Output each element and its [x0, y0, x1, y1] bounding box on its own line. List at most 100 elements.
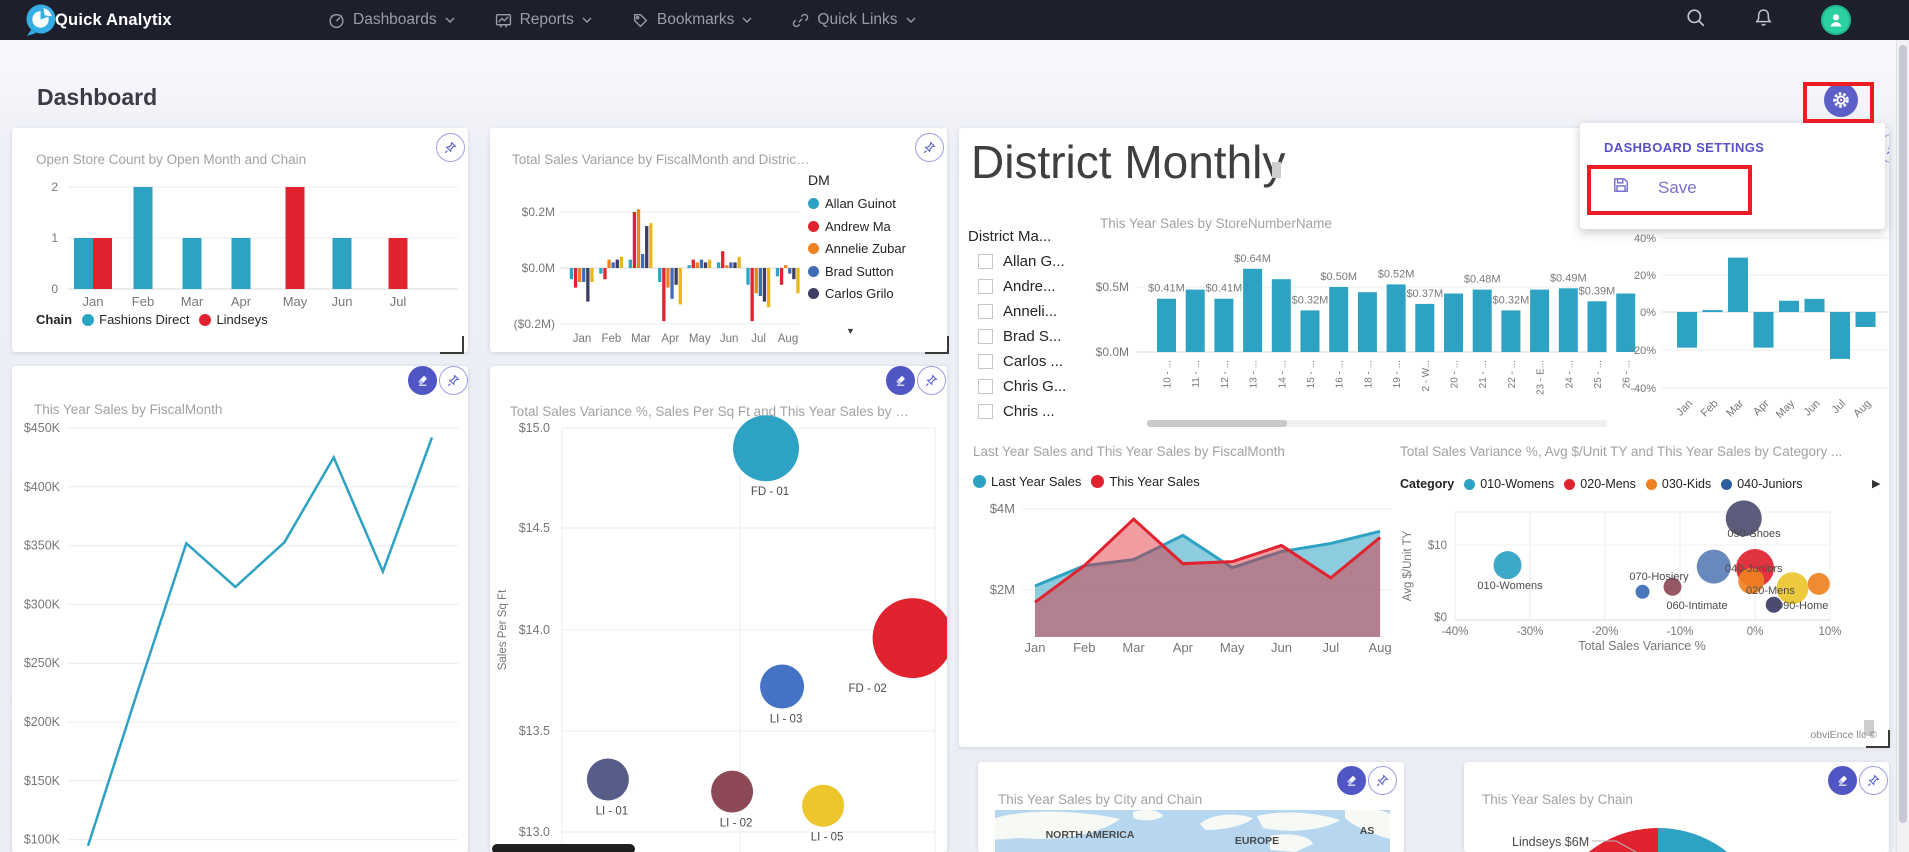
slicer-item[interactable]: Allan G... — [978, 253, 1066, 270]
pin-tile-button[interactable] — [436, 133, 465, 162]
bar[interactable] — [1728, 257, 1748, 312]
bar[interactable] — [762, 268, 767, 302]
checkbox[interactable] — [978, 354, 993, 369]
dashboard-settings-gear-button[interactable] — [1824, 83, 1858, 117]
legend-scroll-down-icon[interactable]: ▼ — [846, 326, 855, 336]
bar[interactable] — [1444, 293, 1463, 353]
scatter-bubble[interactable] — [1807, 572, 1830, 595]
pin-tile-button[interactable] — [1859, 766, 1888, 795]
app-logo-icon[interactable] — [24, 3, 58, 37]
bar[interactable] — [662, 268, 666, 322]
bar[interactable] — [628, 259, 632, 268]
account-avatar[interactable] — [1821, 5, 1851, 35]
bar[interactable] — [603, 268, 607, 280]
tile-resize-handle[interactable] — [1866, 730, 1890, 748]
scatter-bubble[interactable] — [872, 598, 947, 679]
bar[interactable] — [133, 187, 153, 289]
bar[interactable] — [788, 268, 792, 274]
bar[interactable] — [674, 268, 678, 285]
bar[interactable] — [746, 268, 750, 285]
bar[interactable] — [708, 259, 712, 268]
scatter-bubble[interactable] — [1765, 596, 1782, 613]
bar[interactable] — [1415, 303, 1435, 352]
bar[interactable] — [74, 238, 93, 289]
bar[interactable] — [569, 268, 574, 280]
pin-tile-button[interactable] — [439, 366, 468, 395]
scatter-bubble[interactable] — [802, 784, 845, 827]
bar[interactable] — [658, 268, 662, 282]
bar[interactable] — [615, 259, 619, 268]
bar[interactable] — [729, 262, 733, 268]
tile-scrollbar[interactable] — [1864, 720, 1874, 736]
area-fill[interactable] — [1035, 531, 1381, 637]
area-fill[interactable] — [1035, 519, 1381, 637]
scatter-bubble[interactable] — [1725, 500, 1762, 537]
save-button[interactable]: Save — [1606, 168, 1703, 207]
bar[interactable] — [590, 268, 594, 282]
slicer-item[interactable]: Chris ... — [978, 403, 1066, 420]
bar[interactable] — [687, 265, 691, 268]
eraser-clear-selection-icon[interactable] — [408, 366, 437, 395]
bar[interactable] — [1616, 293, 1636, 353]
tile-resize-handle[interactable] — [925, 336, 949, 354]
scatter-bubble[interactable] — [1493, 551, 1522, 580]
bar[interactable] — [636, 209, 641, 268]
bar[interactable] — [649, 223, 653, 268]
bar[interactable] — [231, 238, 251, 289]
bar[interactable] — [1386, 284, 1406, 352]
bar[interactable] — [695, 262, 700, 268]
bar[interactable] — [619, 256, 624, 268]
nav-item-dashboards[interactable]: Dashboards — [328, 11, 455, 29]
bar[interactable] — [645, 226, 649, 268]
slicer-item[interactable]: Andre... — [978, 278, 1066, 295]
bar[interactable] — [775, 268, 780, 277]
bar[interactable] — [1271, 279, 1291, 352]
pin-tile-button[interactable] — [917, 366, 946, 395]
bar[interactable] — [611, 262, 615, 268]
scatter-bubble[interactable] — [1635, 584, 1650, 599]
bar[interactable] — [1804, 298, 1825, 312]
bar[interactable] — [332, 238, 352, 289]
bar[interactable] — [796, 268, 800, 294]
bar[interactable] — [1587, 301, 1607, 352]
bar[interactable] — [1779, 300, 1799, 312]
bar[interactable] — [93, 238, 112, 289]
textbox-scrollbar[interactable] — [1272, 162, 1281, 178]
nav-item-reports[interactable]: Reports — [495, 11, 592, 29]
slicer-item[interactable]: Chris G... — [978, 378, 1066, 395]
bar[interactable] — [388, 238, 408, 289]
bar[interactable] — [578, 268, 582, 282]
scatter-bubble[interactable] — [733, 415, 800, 482]
bar[interactable] — [586, 268, 590, 302]
horizontal-scrollbar-thumb[interactable] — [492, 844, 635, 852]
bar[interactable] — [285, 187, 305, 289]
eraser-clear-selection-icon[interactable] — [1828, 766, 1857, 795]
bar[interactable] — [750, 268, 754, 322]
bar[interactable] — [1677, 312, 1697, 348]
scatter-bubble[interactable] — [1663, 577, 1682, 596]
nav-item-quick-links[interactable]: Quick Links — [792, 11, 916, 29]
scatter-bubble[interactable] — [1738, 568, 1765, 594]
bar[interactable] — [721, 251, 725, 268]
area-line[interactable] — [1034, 517, 1382, 604]
slicer-item[interactable]: Anneli... — [978, 303, 1066, 320]
checkbox[interactable] — [978, 254, 993, 269]
legend-scroll-right-icon[interactable]: ▶ — [1872, 478, 1881, 490]
bar[interactable] — [779, 268, 784, 285]
pie-slice[interactable] — [1546, 828, 1658, 852]
bar[interactable] — [716, 262, 721, 268]
search-icon[interactable] — [1686, 8, 1706, 33]
bar[interactable] — [1185, 289, 1205, 352]
checkbox[interactable] — [978, 379, 993, 394]
bar[interactable] — [640, 254, 645, 268]
bar[interactable] — [792, 268, 796, 280]
bar[interactable] — [1329, 287, 1349, 352]
bar[interactable] — [1855, 312, 1876, 327]
tile-resize-handle[interactable] — [440, 336, 464, 354]
bar[interactable] — [1357, 292, 1377, 352]
checkbox[interactable] — [978, 329, 993, 344]
pin-tile-button[interactable] — [915, 133, 944, 162]
bar[interactable] — [582, 268, 586, 282]
checkbox[interactable] — [978, 404, 993, 419]
page-scrollbar[interactable] — [1896, 40, 1909, 852]
